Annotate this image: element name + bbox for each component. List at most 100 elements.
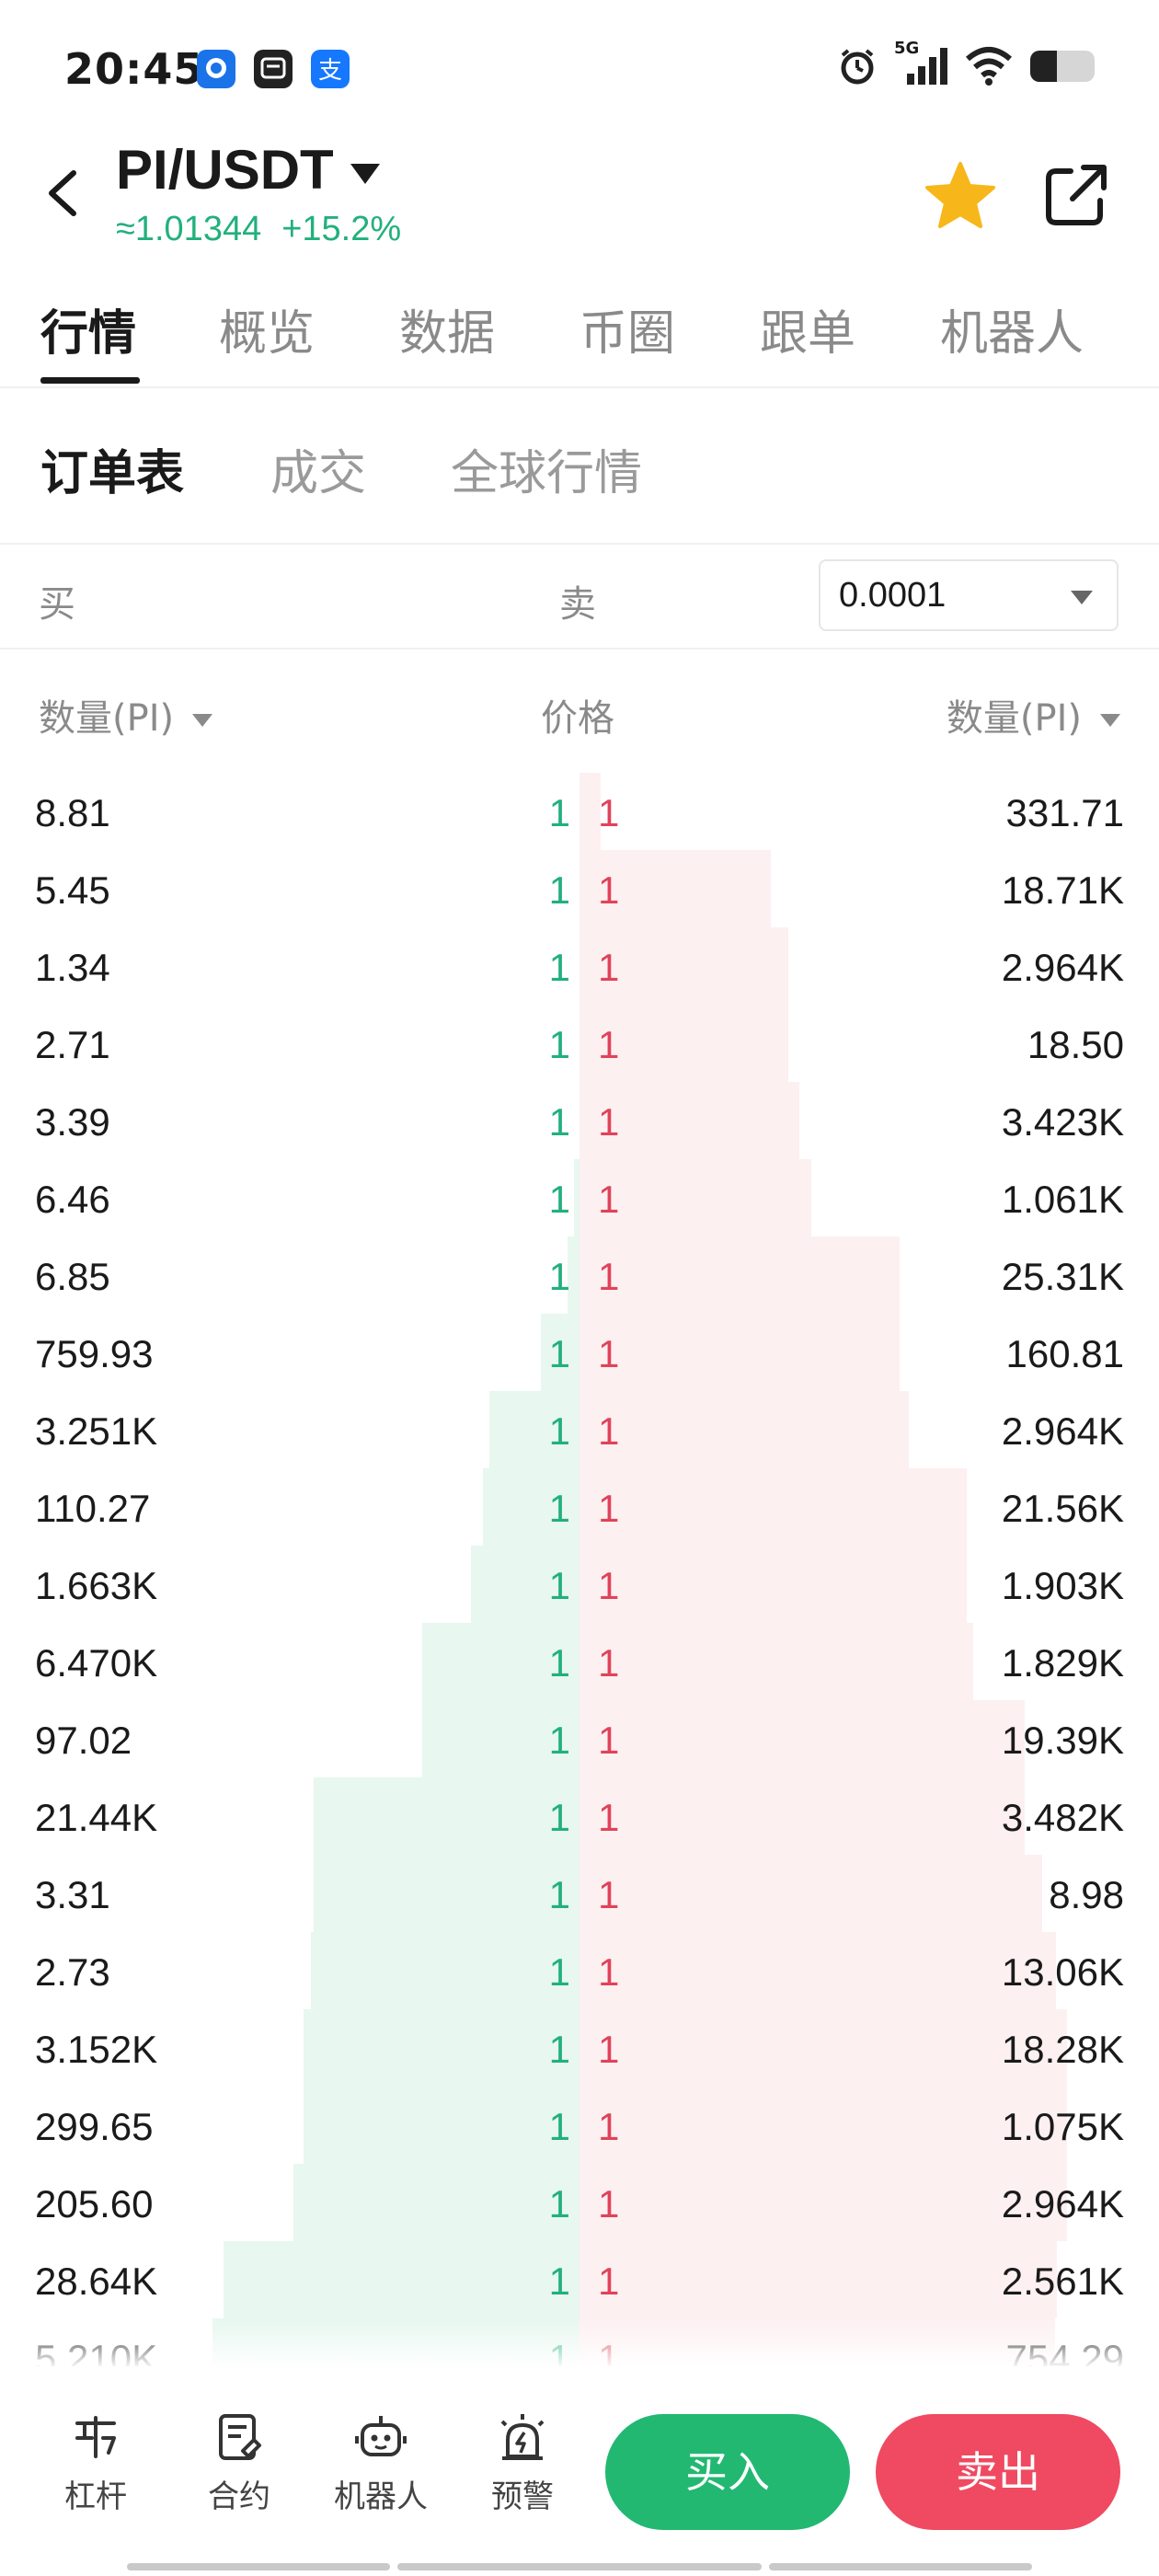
order-book-row[interactable]: 21.44K 1 1 3.482K [0,1777,1159,1855]
order-book-row[interactable]: 1.34 1 1 2.964K [0,927,1159,1005]
sell-quantity: 19.39K [1001,1719,1124,1762]
cellular-signal-icon: 5G [894,39,947,88]
buy-depth-bar [311,1932,580,2009]
network-type-label: 5G [894,39,920,58]
back-button[interactable] [37,166,92,221]
precision-value: 0.0001 [839,576,947,615]
buy-depth-bar [422,1623,580,1700]
buy-price: 1 [548,1100,570,1144]
tab-order-book[interactable]: 订单表 [40,446,185,501]
sell-price: 1 [598,1487,620,1530]
contract-button[interactable]: 合约 [184,2410,294,2516]
buy-price: 1 [548,1719,570,1762]
status-bar: 20:45 支 5G [0,0,1159,138]
buy-quantity: 3.251K [35,1409,158,1453]
buy-quantity: 1.663K [35,1564,158,1607]
buy-depth-bar [541,1314,580,1391]
favorite-button[interactable] [924,158,997,232]
sell-quantity: 2.561K [1001,2260,1124,2303]
order-book-row[interactable]: 205.60 1 1 2.964K [0,2164,1159,2241]
sort-caret-icon [1100,714,1120,727]
pair-selector[interactable]: PI/USDT [116,138,380,201]
order-book-row[interactable]: 3.39 1 1 3.423K [0,1082,1159,1159]
buy-depth-bar [471,1546,580,1623]
sell-quantity: 18.28K [1001,2028,1124,2071]
sell-depth-bar [580,1005,788,1082]
leverage-button[interactable]: 杠杆 [40,2410,151,2516]
buy-quantity: 759.93 [35,1332,154,1375]
sell-depth-bar [580,1777,1025,1855]
battery-icon [1030,51,1095,82]
caret-down-icon [350,164,380,185]
order-book-row[interactable]: 759.93 1 1 160.81 [0,1314,1159,1391]
order-book-row[interactable]: 1.663K 1 1 1.903K [0,1546,1159,1623]
sell-depth-bar [580,773,601,850]
sell-quantity: 1.075K [1001,2105,1124,2148]
buy-depth-bar [314,1777,580,1855]
sell-qty-header[interactable]: 数量(PI) [947,688,1120,742]
order-book-row[interactable]: 8.81 1 1 331.71 [0,773,1159,850]
alert-button[interactable]: 预警 [467,2410,578,2516]
sell-price: 1 [598,946,620,989]
sell-quantity: 331.71 [1005,791,1124,834]
order-book-row[interactable]: 299.65 1 1 1.075K [0,2087,1159,2164]
order-book-row[interactable]: 97.02 1 1 19.39K [0,1700,1159,1777]
status-indicators: 5G [837,39,1095,88]
buy-qty-header[interactable]: 数量(PI) [39,688,213,742]
buy-price: 1 [548,2260,570,2303]
tab-community[interactable]: 币圈 [580,306,676,362]
buy-depth-bar [293,2164,580,2241]
sell-depth-bar [580,1468,967,1546]
sell-depth-bar [580,927,788,1005]
price-summary: ≈1.01344 +15.2% [116,210,401,249]
alipay-notification-icon: 支 [311,50,350,88]
tab-data[interactable]: 数据 [399,306,496,362]
order-book-row[interactable]: 2.73 1 1 13.06K [0,1932,1159,2009]
tab-market[interactable]: 行情 [40,306,137,362]
tab-global-market[interactable]: 全球行情 [451,446,643,501]
sell-depth-bar [580,1314,900,1391]
tab-bot[interactable]: 机器人 [940,306,1084,362]
order-book-row[interactable]: 110.27 1 1 21.56K [0,1468,1159,1546]
buy-quantity: 28.64K [35,2260,158,2303]
main-tabs: 行情 概览 数据 币圈 跟单 机器人 [0,285,1159,388]
sell-quantity: 18.50 [1027,1023,1124,1066]
buy-side-label[interactable]: 买 [39,583,75,626]
order-book-row[interactable]: 3.152K 1 1 18.28K [0,2009,1159,2087]
sell-button[interactable]: 卖出 [876,2414,1120,2530]
tab-copy-trading[interactable]: 跟单 [760,306,856,362]
sell-depth-bar [580,1546,967,1623]
sell-price: 1 [598,1100,620,1144]
dropdown-caret-icon [1071,591,1093,604]
share-button[interactable] [1039,158,1113,232]
bot-button[interactable]: 机器人 [326,2410,436,2516]
order-book-row[interactable]: 6.46 1 1 1.061K [0,1159,1159,1236]
order-book-row[interactable]: 2.71 1 1 18.50 [0,1005,1159,1082]
order-book-row[interactable]: 6.470K 1 1 1.829K [0,1623,1159,1700]
order-book-row[interactable]: 5.45 1 1 18.71K [0,850,1159,927]
tab-overview[interactable]: 概览 [219,306,316,362]
sell-quantity: 13.06K [1001,1950,1124,1994]
sell-quantity: 2.964K [1001,946,1124,989]
price-change: +15.2% [281,210,402,248]
buy-quantity: 3.31 [35,1873,110,1916]
sell-quantity: 3.423K [1001,1100,1124,1144]
bottom-bar: 杠杆 合约 机器人 预警 买入 卖出 [0,2366,1159,2576]
sell-price: 1 [598,2260,620,2303]
buy-quantity: 5.45 [35,868,110,912]
order-book-row[interactable]: 3.251K 1 1 2.964K [0,1391,1159,1468]
precision-select[interactable]: 0.0001 [819,559,1119,631]
sell-price: 1 [598,1409,620,1453]
order-book-row[interactable]: 3.31 1 1 8.98 [0,1855,1159,1932]
buy-depth-bar [304,2009,580,2087]
buy-quantity: 97.02 [35,1719,132,1762]
chevron-left-icon [49,170,76,216]
nav-indicator [769,2563,1032,2570]
tab-trades[interactable]: 成交 [270,446,367,501]
sell-depth-bar [580,1159,811,1236]
order-book-row[interactable]: 28.64K 1 1 2.561K [0,2241,1159,2318]
buy-button[interactable]: 买入 [605,2414,850,2530]
sell-price: 1 [598,1023,620,1066]
order-book-row[interactable]: 6.85 1 1 25.31K [0,1236,1159,1314]
sell-side-label[interactable]: 卖 [559,583,596,626]
